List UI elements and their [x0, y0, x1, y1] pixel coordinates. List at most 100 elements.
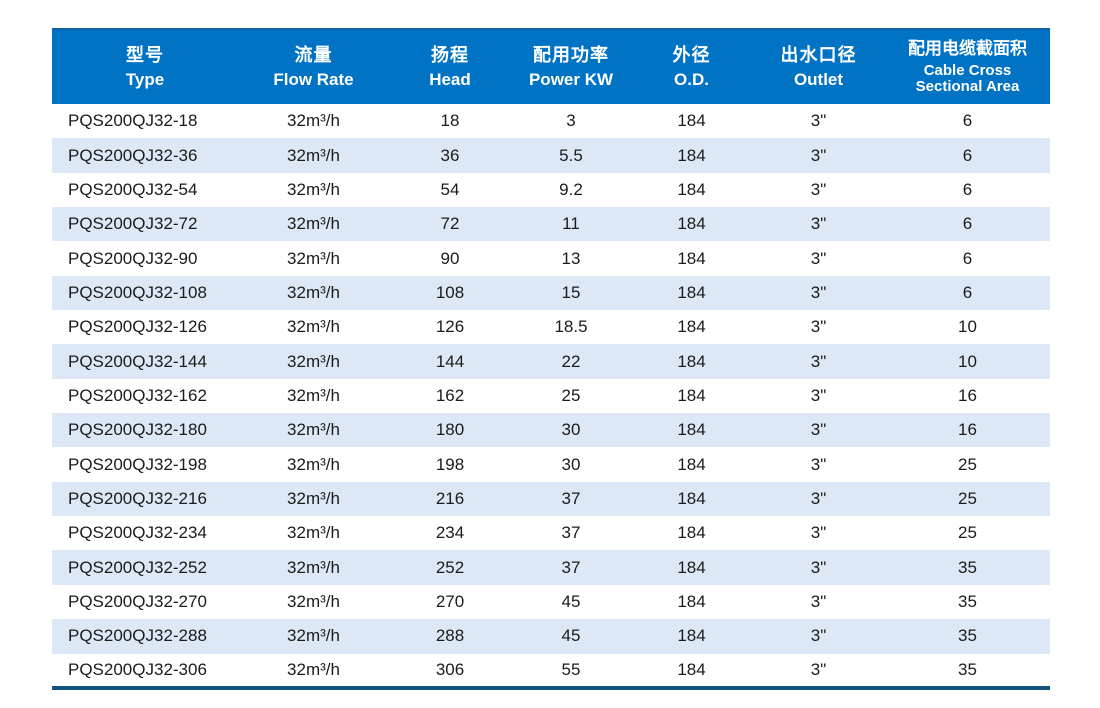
cell-od: 184: [677, 145, 706, 165]
table-row: PQS200QJ32-234 32m³/h 234 37 184 3" 25: [52, 516, 1050, 551]
cell-od: 184: [677, 385, 706, 405]
cell-outlet: 3": [810, 591, 827, 611]
cell-flow-rate: 32m³/h: [287, 420, 340, 440]
cell-power-kw: 30: [561, 420, 581, 440]
cell-outlet: 3": [810, 659, 827, 679]
cell-cable-cross-sectional-area: 25: [958, 523, 977, 543]
cell-type: PQS200QJ32-72: [68, 214, 198, 234]
cell-head: 126: [435, 317, 465, 337]
cell-head: 54: [440, 179, 460, 199]
cell-cable-cross-sectional-area: 16: [958, 385, 977, 405]
cell-cable-cross-sectional-area: 35: [958, 659, 977, 679]
table-row: PQS200QJ32-306 32m³/h 306 55 184 3" 35: [52, 653, 1050, 688]
column-label-zh: 配用电缆截面积: [908, 39, 1027, 59]
cell-cable-cross-sectional-area: 6: [962, 248, 973, 268]
cell-power-kw: 22: [561, 351, 581, 371]
cell-od: 184: [677, 282, 706, 302]
header-row: 型号 Type 流量 Flow Rate 扬程 Head 配用功率 Power KW 外径 O.D…: [52, 28, 1050, 104]
cell-head: 216: [435, 488, 465, 508]
cell-cable-cross-sectional-area: 6: [962, 145, 973, 165]
table-header: 型号 Type 流量 Flow Rate 扬程 Head 配用功率 Power KW 外径 O.D…: [52, 28, 1050, 104]
cell-head: 162: [435, 385, 465, 405]
cell-type: PQS200QJ32-54: [68, 179, 198, 199]
column-header-power-kw: 配用功率 Power KW: [511, 28, 631, 104]
pump-spec-table: 型号 Type 流量 Flow Rate 扬程 Head 配用功率 Power KW 外径 O.D…: [52, 28, 1050, 690]
cell-cable-cross-sectional-area: 10: [958, 317, 977, 337]
cell-od: 184: [677, 454, 706, 474]
table-row: PQS200QJ32-18 32m³/h 18 3 184 3" 6: [52, 104, 1050, 139]
cell-od: 184: [677, 659, 706, 679]
cell-type: PQS200QJ32-126: [68, 317, 207, 337]
cell-power-kw: 30: [561, 454, 581, 474]
cell-cable-cross-sectional-area: 25: [958, 488, 977, 508]
cell-od: 184: [677, 111, 706, 131]
cell-type: PQS200QJ32-90: [68, 248, 198, 268]
column-label-zh: 扬程: [431, 45, 469, 66]
cell-type: PQS200QJ32-252: [68, 557, 207, 577]
cell-head: 234: [435, 523, 465, 543]
cell-head: 144: [435, 351, 465, 371]
cell-outlet: 3": [810, 179, 827, 199]
cell-power-kw: 45: [561, 591, 581, 611]
cell-flow-rate: 32m³/h: [287, 591, 340, 611]
cell-type: PQS200QJ32-234: [68, 523, 207, 543]
cell-flow-rate: 32m³/h: [287, 282, 340, 302]
table-body: PQS200QJ32-18 32m³/h 18 3 184 3" 6 PQS200QJ32-3…: [52, 104, 1050, 688]
cell-cable-cross-sectional-area: 35: [958, 591, 977, 611]
cell-flow-rate: 32m³/h: [287, 557, 340, 577]
cell-power-kw: 18.5: [554, 317, 588, 337]
table-row: PQS200QJ32-126 32m³/h 126 18.5 184 3" 10: [52, 310, 1050, 345]
cell-type: PQS200QJ32-216: [68, 488, 207, 508]
cell-cable-cross-sectional-area: 25: [958, 454, 977, 474]
cell-od: 184: [677, 351, 706, 371]
cell-flow-rate: 32m³/h: [287, 111, 340, 131]
cell-type: PQS200QJ32-288: [68, 626, 207, 646]
cell-type: PQS200QJ32-18: [68, 111, 198, 131]
column-label-en: Outlet: [793, 69, 844, 89]
cell-outlet: 3": [810, 626, 827, 646]
cell-head: 288: [435, 626, 465, 646]
cell-power-kw: 55: [561, 659, 581, 679]
cell-outlet: 3": [810, 523, 827, 543]
cell-outlet: 3": [810, 282, 827, 302]
cell-type: PQS200QJ32-306: [68, 659, 207, 679]
cell-head: 252: [435, 557, 465, 577]
cell-type: PQS200QJ32-198: [68, 454, 207, 474]
cell-head: 108: [435, 282, 465, 302]
column-label-en: Cable Cross Sectional Area: [915, 61, 1020, 96]
table-row: PQS200QJ32-90 32m³/h 90 13 184 3" 6: [52, 241, 1050, 276]
cell-outlet: 3": [810, 385, 827, 405]
cell-flow-rate: 32m³/h: [287, 214, 340, 234]
cell-flow-rate: 32m³/h: [287, 145, 340, 165]
column-header-cable-cross-sectional-area: 配用电缆截面积 Cable Cross Sectional Area: [885, 28, 1050, 104]
column-header-outlet: 出水口径 Outlet: [752, 28, 885, 104]
column-label-en: Power KW: [528, 69, 614, 89]
cell-od: 184: [677, 248, 706, 268]
cell-outlet: 3": [810, 557, 827, 577]
cell-cable-cross-sectional-area: 6: [962, 111, 973, 131]
table-row: PQS200QJ32-198 32m³/h 198 30 184 3" 25: [52, 447, 1050, 482]
column-label-en: Type: [125, 69, 165, 89]
column-label-en: O.D.: [674, 69, 709, 89]
cell-flow-rate: 32m³/h: [287, 454, 340, 474]
cell-type: PQS200QJ32-108: [68, 282, 207, 302]
cell-power-kw: 13: [561, 248, 581, 268]
table-row: PQS200QJ32-216 32m³/h 216 37 184 3" 25: [52, 481, 1050, 517]
column-label-zh: 流量: [294, 45, 333, 66]
table-row: PQS200QJ32-144 32m³/h 144 22 184 3" 10: [52, 344, 1050, 379]
cell-head: 18: [440, 111, 460, 131]
table-row: PQS200QJ32-36 32m³/h 36 5.5 184 3" 6: [52, 138, 1050, 173]
cell-head: 180: [435, 420, 465, 440]
table-row: PQS200QJ32-162 32m³/h 162 25 184 3" 16: [52, 378, 1050, 414]
cell-power-kw: 37: [561, 523, 581, 543]
cell-head: 270: [435, 591, 465, 611]
column-header-type: 型号 Type: [52, 28, 238, 104]
cell-power-kw: 45: [561, 626, 581, 646]
table-row: PQS200QJ32-252 32m³/h 252 37 184 3" 35: [52, 550, 1050, 585]
cell-cable-cross-sectional-area: 6: [962, 214, 973, 234]
cell-od: 184: [677, 179, 706, 199]
cell-head: 306: [435, 659, 465, 679]
cell-cable-cross-sectional-area: 10: [958, 351, 977, 371]
cell-type: PQS200QJ32-180: [68, 420, 207, 440]
